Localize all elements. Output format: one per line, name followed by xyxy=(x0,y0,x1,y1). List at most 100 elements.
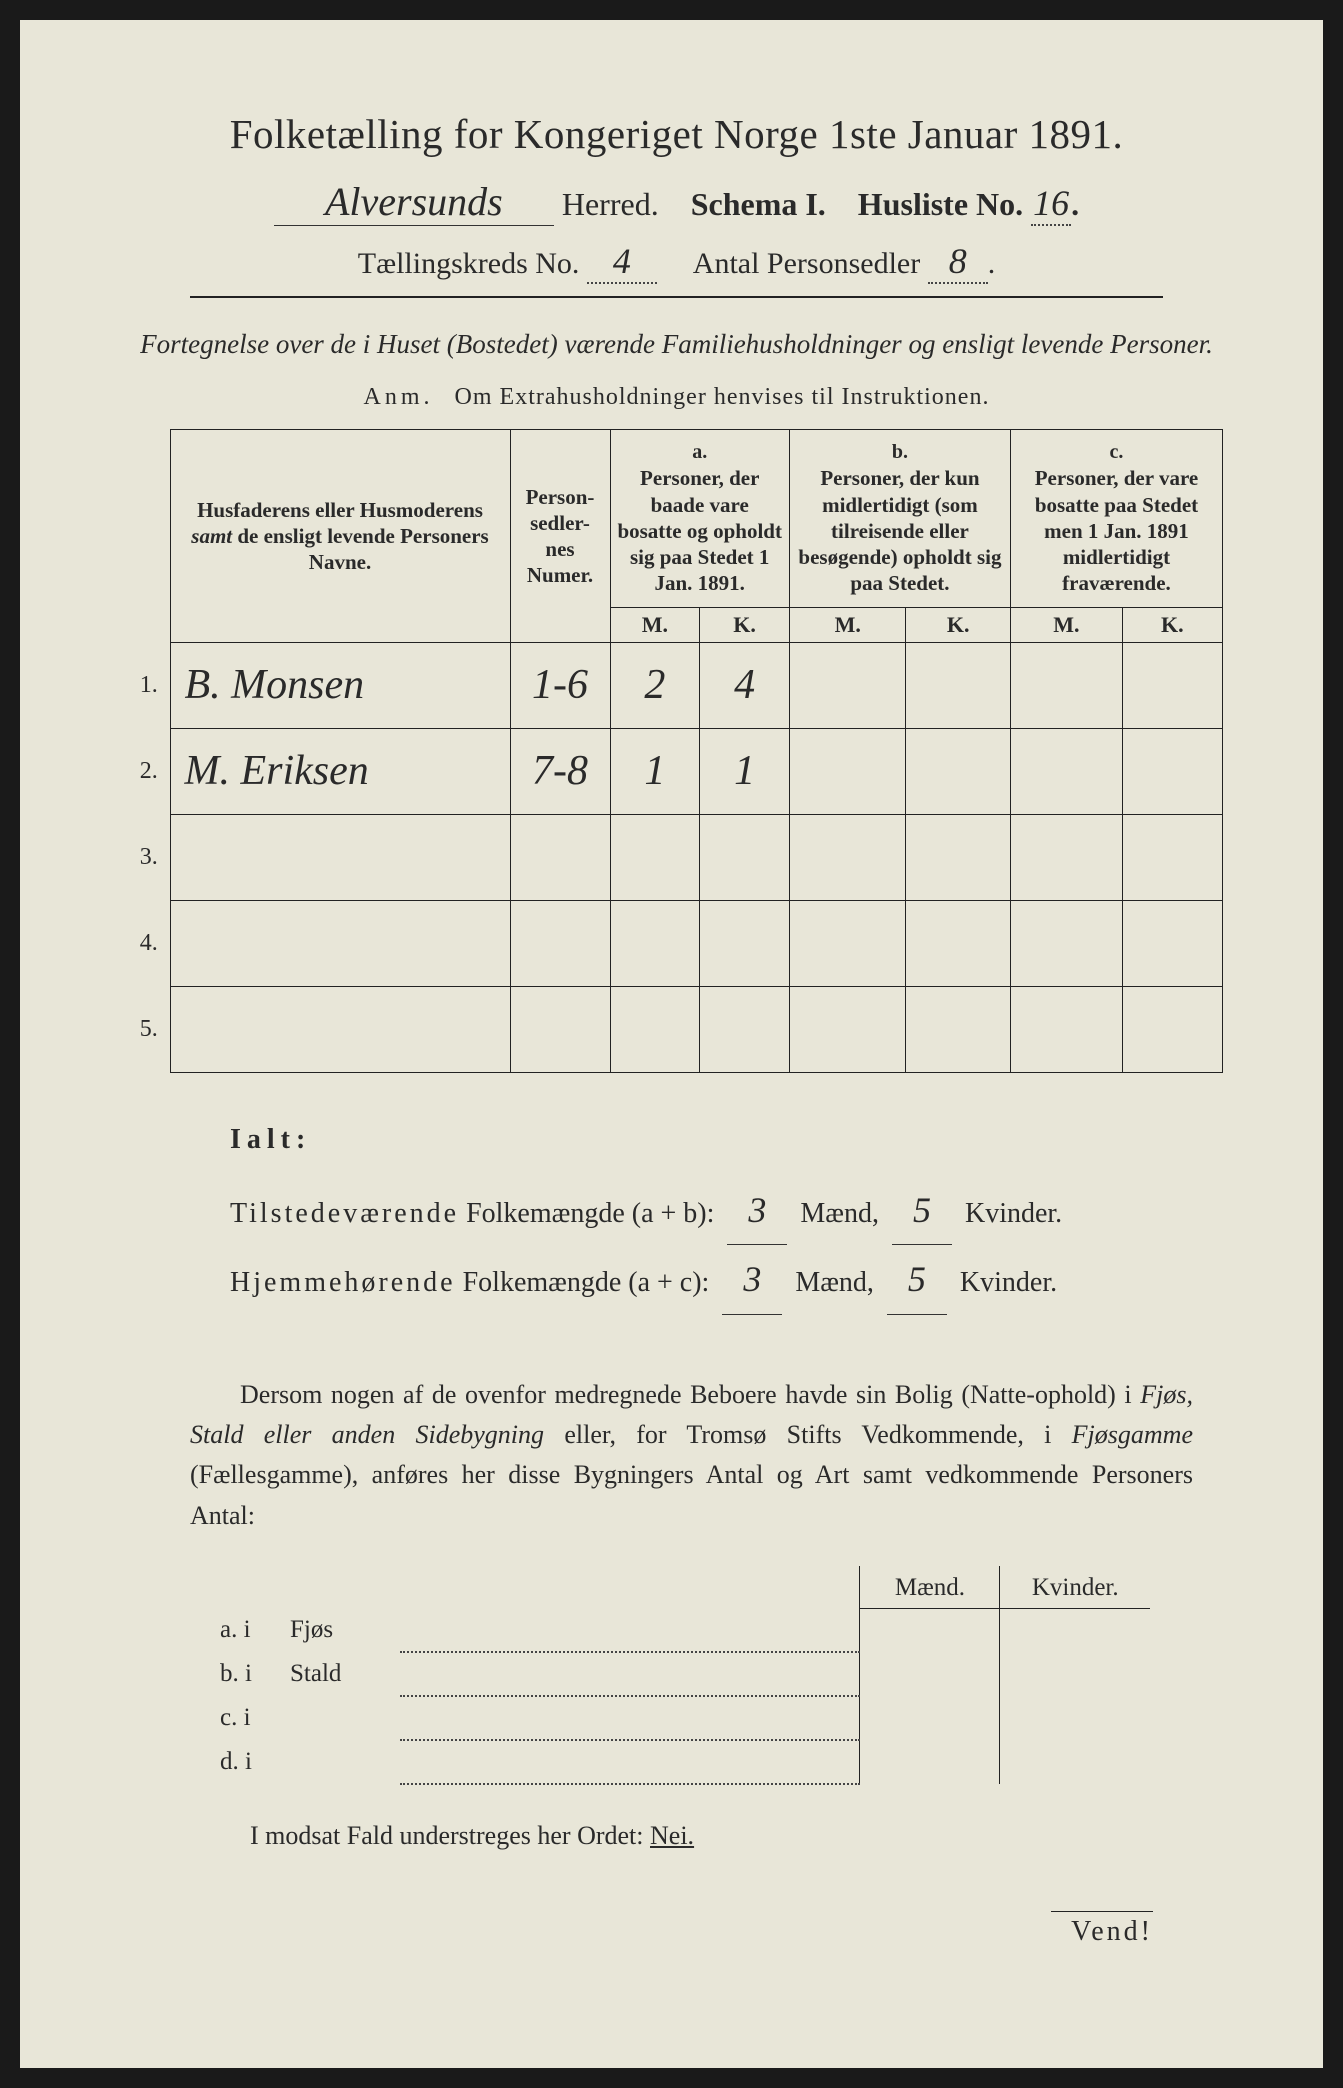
row-number: 5. xyxy=(130,986,170,1072)
b-m-cell xyxy=(789,814,906,900)
row-number: 3. xyxy=(130,814,170,900)
anm-line: Anm. Om Extrahusholdninger henvises til … xyxy=(130,384,1223,411)
table-row: 1.B. Monsen1-624 xyxy=(130,642,1223,728)
totals-block: Ialt: Tilstedeværende Folkemængde (a + b… xyxy=(230,1113,1223,1315)
bottom-row: b. iStald xyxy=(210,1652,1150,1696)
col-b-k: K. xyxy=(906,607,1010,642)
row-number: 4. xyxy=(130,900,170,986)
bottom-k xyxy=(1000,1740,1150,1784)
antal-no: 8 xyxy=(928,240,988,284)
anm-label: Anm. xyxy=(364,384,434,410)
numer-cell xyxy=(510,986,610,1072)
c-m-cell xyxy=(1010,986,1122,1072)
name-cell xyxy=(170,900,510,986)
table-row: 5. xyxy=(130,986,1223,1072)
col-b-m: M. xyxy=(789,607,906,642)
herred-handwritten: Alversunds xyxy=(274,178,554,226)
c-m-cell xyxy=(1010,900,1122,986)
b-m-cell xyxy=(789,986,906,1072)
col-b: b. Personer, der kun midlertidigt (som t… xyxy=(789,430,1010,607)
numer-cell xyxy=(510,814,610,900)
bottom-row-type: Fjøs xyxy=(280,1608,400,1652)
b-k-cell xyxy=(906,986,1010,1072)
a-m-cell xyxy=(610,986,700,1072)
resident-men: 3 xyxy=(722,1245,782,1314)
census-form-page: Folketælling for Kongeriget Norge 1ste J… xyxy=(20,20,1323,2068)
bottom-kvinder: Kvinder. xyxy=(1000,1566,1150,1609)
a-k-cell xyxy=(700,900,790,986)
col-c: c. Personer, der vare bosatte paa Stedet… xyxy=(1010,430,1222,607)
col-c-k: K. xyxy=(1122,607,1222,642)
c-m-cell xyxy=(1010,814,1122,900)
bottom-m xyxy=(860,1652,1000,1696)
a-m-cell xyxy=(610,900,700,986)
kreds-no: 4 xyxy=(587,240,657,284)
c-k-cell xyxy=(1122,900,1222,986)
vend-label: Vend! xyxy=(1051,1911,1153,1948)
husliste-no: 16 xyxy=(1031,182,1071,226)
bottom-maend: Mænd. xyxy=(860,1566,1000,1609)
a-m-cell: 2 xyxy=(610,642,700,728)
bottom-row-label: a. i xyxy=(210,1608,280,1652)
c-m-cell xyxy=(1010,642,1122,728)
bottom-row-type: Stald xyxy=(280,1652,400,1696)
bottom-row-label: c. i xyxy=(210,1696,280,1740)
side-building-table: Mænd. Kvinder. a. iFjøsb. iStaldc. id. i xyxy=(210,1566,1150,1786)
table-row: 4. xyxy=(130,900,1223,986)
husliste-label: Husliste No. xyxy=(858,186,1023,222)
table-row: 3. xyxy=(130,814,1223,900)
b-k-cell xyxy=(906,728,1010,814)
header-line-2: Alversunds Herred. Schema I. Husliste No… xyxy=(130,178,1223,226)
nei-line: I modsat Fald understreges her Ordet: Ne… xyxy=(250,1821,1223,1851)
name-cell xyxy=(170,986,510,1072)
c-k-cell xyxy=(1122,642,1222,728)
row-number: 2. xyxy=(130,728,170,814)
bottom-row: a. iFjøs xyxy=(210,1608,1150,1652)
resident-women: 5 xyxy=(887,1245,947,1314)
main-table: Husfaderens eller Husmoderens samt de en… xyxy=(130,429,1223,1072)
c-k-cell xyxy=(1122,814,1222,900)
c-k-cell xyxy=(1122,728,1222,814)
b-m-cell xyxy=(789,900,906,986)
bottom-row: d. i xyxy=(210,1740,1150,1784)
herred-label: Herred. xyxy=(562,186,659,222)
col-a: a. Personer, der baade vare bosatte og o… xyxy=(610,430,789,607)
bottom-row-label: b. i xyxy=(210,1652,280,1696)
bottom-row-label: d. i xyxy=(210,1740,280,1784)
numer-cell xyxy=(510,900,610,986)
b-k-cell xyxy=(906,642,1010,728)
a-k-cell xyxy=(700,986,790,1072)
a-k-cell: 1 xyxy=(700,728,790,814)
col-numer: Person-sedler-nes Numer. xyxy=(510,430,610,642)
bottom-m xyxy=(860,1608,1000,1652)
name-cell xyxy=(170,814,510,900)
row-number: 1. xyxy=(130,642,170,728)
bottom-k xyxy=(1000,1608,1150,1652)
b-k-cell xyxy=(906,900,1010,986)
header-line-3: Tællingskreds No. 4 Antal Personsedler 8… xyxy=(130,240,1223,284)
page-title: Folketælling for Kongeriget Norge 1ste J… xyxy=(130,110,1223,158)
bottom-m xyxy=(860,1696,1000,1740)
bottom-row: c. i xyxy=(210,1696,1150,1740)
schema-label: Schema I. xyxy=(691,186,826,222)
side-building-paragraph: Dersom nogen af de ovenfor medregnede Be… xyxy=(190,1375,1193,1536)
a-k-cell xyxy=(700,814,790,900)
subtitle: Fortegnelse over de i Huset (Bostedet) v… xyxy=(130,326,1223,362)
bottom-row-type xyxy=(280,1740,400,1784)
ialt-label: Ialt: xyxy=(230,1113,1223,1166)
bottom-k xyxy=(1000,1652,1150,1696)
bottom-dots xyxy=(400,1652,860,1696)
numer-cell: 1-6 xyxy=(510,642,610,728)
bottom-k xyxy=(1000,1696,1150,1740)
divider xyxy=(190,296,1163,298)
antal-label: Antal Personsedler xyxy=(693,247,920,280)
table-row: 2.M. Eriksen7-811 xyxy=(130,728,1223,814)
present-men: 3 xyxy=(727,1176,787,1245)
c-k-cell xyxy=(1122,986,1222,1072)
numer-cell: 7-8 xyxy=(510,728,610,814)
b-k-cell xyxy=(906,814,1010,900)
bottom-m xyxy=(860,1740,1000,1784)
col-names: Husfaderens eller Husmoderens samt de en… xyxy=(170,430,510,642)
kreds-label: Tællingskreds No. xyxy=(358,247,580,280)
nei-word: Nei. xyxy=(650,1821,694,1850)
